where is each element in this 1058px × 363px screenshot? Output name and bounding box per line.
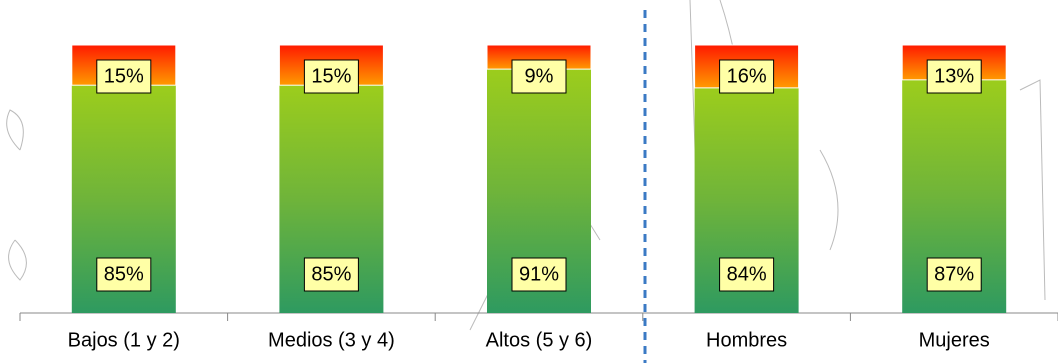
value-label: 13% [934,65,974,87]
value-label-box [719,257,775,292]
value-label-box [719,59,775,94]
value-label: 85% [311,263,351,285]
value-label: 84% [727,263,767,285]
value-label-box [96,257,152,292]
x-tick-label: Hombres [706,329,787,351]
value-label: 15% [104,65,144,87]
value-label: 87% [934,263,974,285]
x-tick-label: Altos (5 y 6) [486,329,593,351]
value-label: 85% [104,263,144,285]
value-label: 16% [727,65,767,87]
value-label-box [303,257,359,292]
value-label-box [926,59,982,94]
value-label-box [926,257,982,292]
value-label: 91% [519,263,559,285]
x-tick-label: Medios (3 y 4) [268,329,395,351]
value-label-box [511,59,567,94]
value-label: 9% [525,65,554,87]
value-label-box [303,59,359,94]
value-label-box [511,257,567,292]
value-label: 15% [311,65,351,87]
value-label-box [96,59,152,94]
x-tick-label: Mujeres [919,329,990,351]
x-tick-label: Bajos (1 y 2) [68,329,180,351]
